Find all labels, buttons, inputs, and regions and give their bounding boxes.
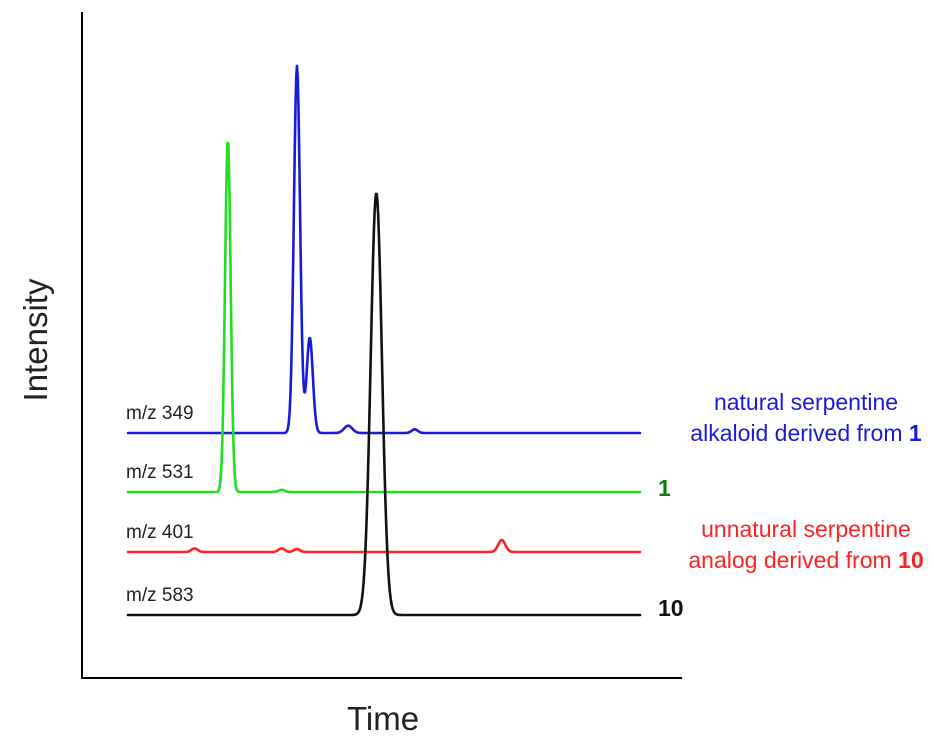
series-label: m/z 349 <box>126 403 194 424</box>
annotation-line: natural serpentine <box>714 389 898 415</box>
trace-m-z-583 <box>126 192 642 617</box>
annotation-line: 10 <box>658 595 684 621</box>
series-label: m/z 531 <box>126 462 194 483</box>
labels-group: m/z 349 natural serpentine alkaloid derive… <box>126 389 924 621</box>
annotation-line: alkaloid derived from 1 <box>690 420 922 446</box>
x-axis-title: Time <box>347 700 419 737</box>
traces-group <box>126 64 642 617</box>
trace-m-z-401 <box>126 538 642 554</box>
y-axis-title: Intensity <box>17 278 54 401</box>
series-label: m/z 401 <box>126 522 194 543</box>
trace-m-z-349 <box>126 64 642 435</box>
annotation-line: 1 <box>658 475 671 501</box>
annotation-line: unnatural serpentine <box>701 516 911 542</box>
annotation-line: analog derived from 10 <box>688 547 923 573</box>
axes <box>81 12 682 679</box>
series-label: m/z 583 <box>126 585 194 606</box>
